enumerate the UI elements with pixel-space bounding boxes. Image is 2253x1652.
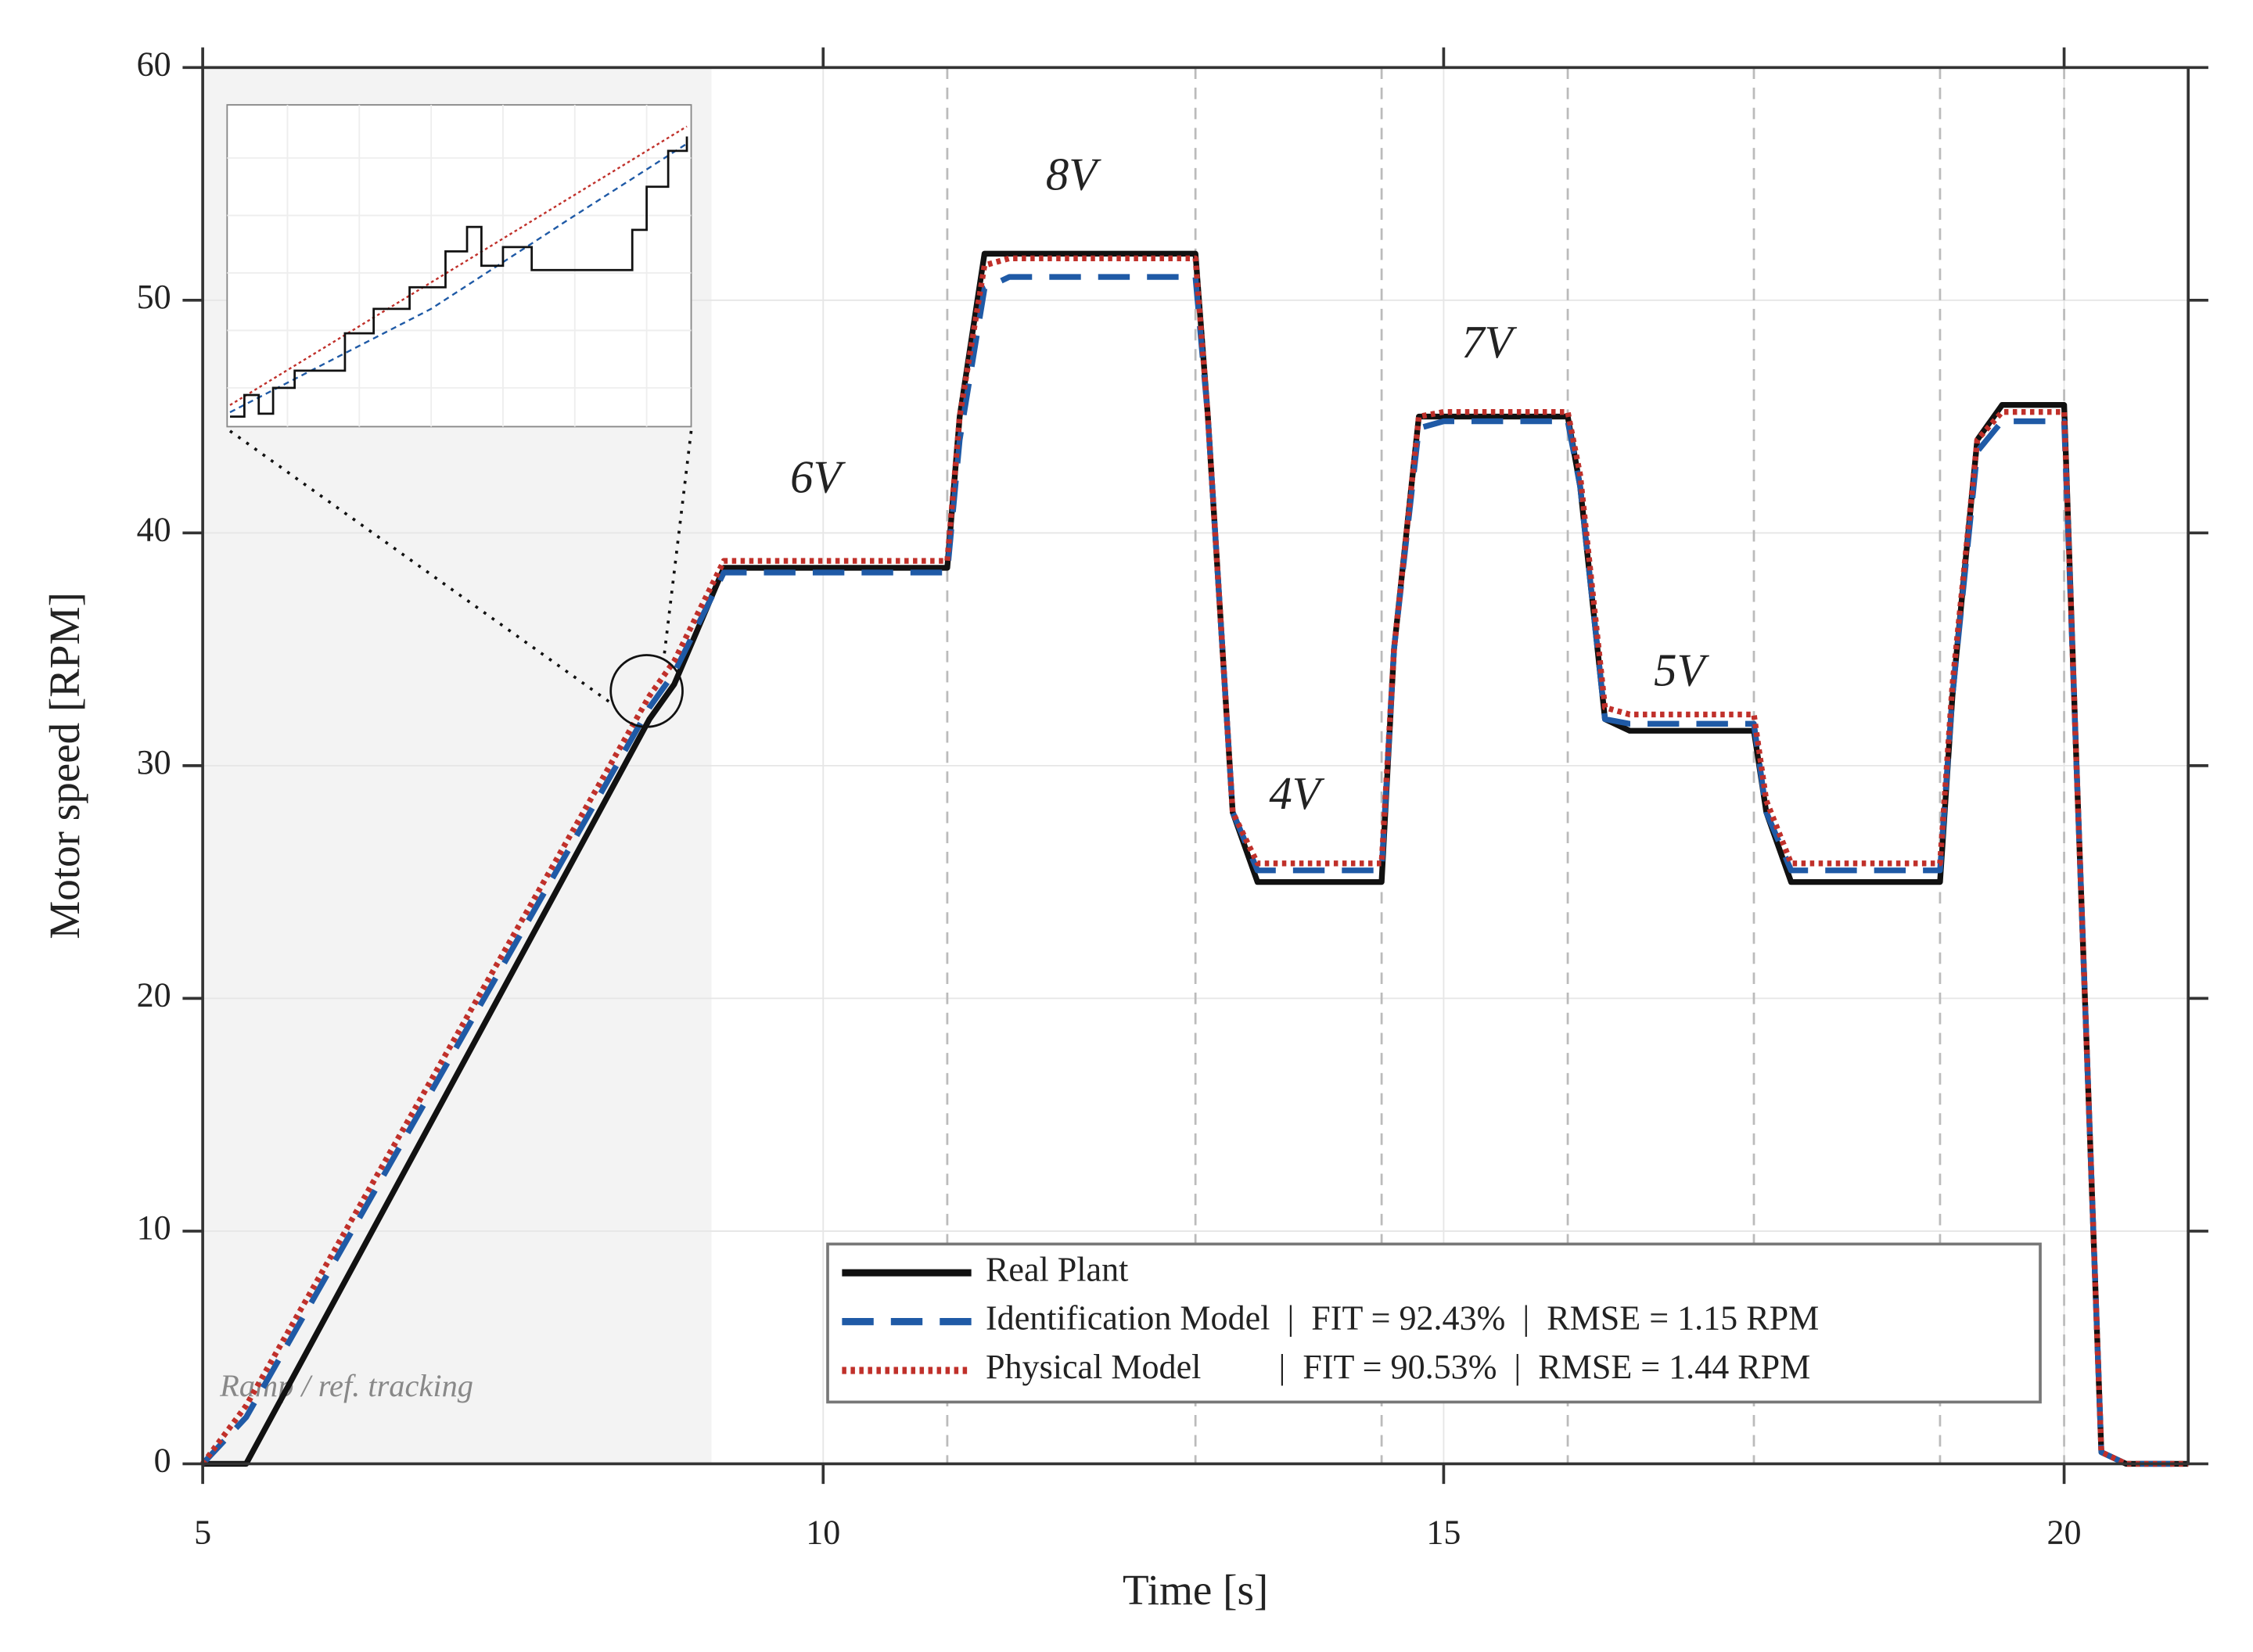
series-line (200, 255, 2189, 1467)
legend-label: Real Plant (986, 1250, 1128, 1288)
y-tick-label: 40 (137, 510, 171, 548)
legend-box (826, 1242, 2042, 1404)
annotation: 6V (790, 451, 846, 502)
inset-line (230, 136, 688, 418)
plot-frame (201, 66, 2190, 1466)
legend-label: Physical Model | FIT = 90.53% | RMSE = 1… (986, 1348, 1810, 1386)
inset (226, 104, 693, 728)
x-tick-label: 15 (1426, 1513, 1461, 1551)
y-tick-label: 10 (137, 1208, 171, 1247)
zoom-circle (609, 654, 684, 728)
x-axis-label: Time [s] (1123, 1566, 1268, 1614)
annotation: 8V (1046, 149, 1101, 200)
y-tick-label: 30 (137, 743, 171, 781)
x-tick-label: 10 (806, 1513, 840, 1551)
y-tick-label: 20 (137, 975, 171, 1014)
series-line (200, 274, 2189, 1467)
inset-grid (227, 105, 692, 427)
y-axis-label: Motor speed [RPM] (41, 592, 88, 939)
x-tick-label: 5 (194, 1513, 211, 1551)
y-tick-label: 0 (154, 1442, 171, 1480)
annotation: 4V (1269, 768, 1324, 819)
y-tick-label: 50 (137, 278, 171, 316)
y-tick-label: 60 (137, 45, 171, 83)
x-tick-label: 20 (2047, 1513, 2082, 1551)
annotation: 5V (1654, 645, 1709, 695)
legend-label: Identification Model | FIT = 92.43% | RM… (986, 1299, 1819, 1338)
annotation: 7V (1461, 317, 1517, 368)
